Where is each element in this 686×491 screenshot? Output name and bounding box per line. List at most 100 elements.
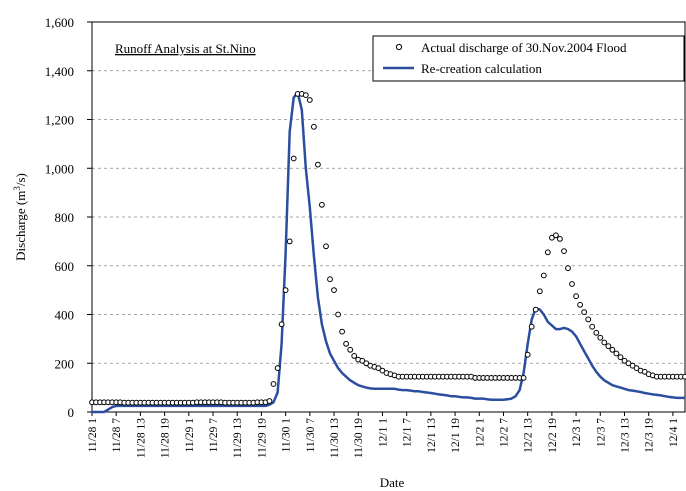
x-tick-label: 11/28 7 (111, 418, 123, 453)
y-axis-ticks: 0 200 400 600 800 1,000 1,200 1,400 1,600 (45, 15, 92, 420)
x-tick-label: 12/1 1 (377, 418, 389, 447)
x-tick-label: 12/3 19 (644, 418, 656, 453)
actual-discharge-point (278, 321, 285, 328)
actual-discharge-point (605, 343, 612, 350)
x-tick-label: 12/4 1 (668, 418, 680, 447)
actual-discharge-point (553, 232, 559, 239)
actual-discharge-point (335, 311, 342, 318)
actual-discharge-point (581, 309, 587, 316)
actual-discharge-point (621, 357, 628, 364)
y-tick-label: 800 (55, 210, 75, 225)
y-tick-label: 1,000 (45, 161, 74, 176)
actual-discharge-point (520, 375, 527, 381)
x-tick-label: 12/2 7 (498, 418, 510, 447)
actual-discharge-point (569, 281, 575, 287)
x-tick-label: 11/28 1 (87, 418, 99, 453)
actual-discharge-point (331, 287, 337, 294)
actual-discharge-point (617, 354, 624, 361)
actual-discharge-point (524, 351, 531, 358)
actual-discharge-point (682, 373, 686, 380)
actual-discharge-point (625, 360, 632, 367)
x-tick-label: 11/29 7 (208, 418, 220, 453)
x-tick-label: 11/28 13 (135, 418, 147, 458)
actual-discharge-point (577, 301, 583, 308)
x-axis-ticks: 11/28 1 11/28 7 11/28 13 11/28 19 11/29 1 11/… (87, 412, 680, 458)
y-tick-label: 1,600 (45, 15, 74, 30)
actual-discharge-point (343, 340, 350, 347)
actual-discharge-point (561, 248, 567, 255)
x-tick-label: 11/30 7 (305, 418, 317, 453)
x-tick-label: 12/3 7 (595, 418, 607, 447)
legend-label-recreation: Re-creation calculation (421, 61, 542, 76)
actual-discharge-point (379, 367, 386, 374)
x-axis-title: Date (380, 475, 405, 490)
actual-discharge-point (585, 316, 592, 323)
legend: Actual discharge of 30.Nov.2004 Flood Re… (372, 35, 685, 82)
actual-discharge-point (270, 381, 277, 387)
actual-discharge-point (593, 329, 600, 336)
x-tick-label: 12/2 19 (547, 418, 559, 453)
actual-discharge-point (323, 243, 329, 250)
y-tick-label: 600 (55, 259, 75, 274)
series-recreation-calculation (92, 91, 685, 414)
actual-discharge-point (274, 365, 281, 372)
actual-discharge-point (266, 398, 273, 404)
x-tick-label: 12/3 1 (571, 418, 583, 447)
y-tick-label: 1,400 (45, 64, 74, 79)
y-tick-label: 400 (55, 308, 75, 323)
x-tick-label: 12/1 19 (450, 418, 462, 453)
actual-discharge-point (290, 155, 297, 162)
actual-discharge-point (544, 249, 551, 256)
actual-discharge-point (302, 92, 309, 98)
actual-discharge-point (375, 365, 382, 372)
y-tick-label: 200 (55, 356, 75, 371)
x-tick-label: 11/29 13 (232, 418, 244, 458)
actual-discharge-point (315, 161, 321, 168)
actual-discharge-point (633, 365, 640, 372)
x-tick-label: 11/28 19 (160, 418, 172, 458)
chart-title: Runoff Analysis at St.Nino (115, 41, 256, 56)
actual-discharge-point (311, 123, 317, 130)
actual-discharge-point (347, 346, 354, 353)
x-tick-label: 11/30 13 (329, 418, 341, 458)
actual-discharge-point (540, 272, 547, 279)
actual-discharge-point (319, 201, 325, 208)
actual-discharge-point (282, 287, 289, 294)
x-tick-label: 11/30 19 (353, 418, 365, 458)
x-tick-label: 11/29 19 (256, 418, 268, 458)
plot-border (91, 21, 686, 413)
y-tick-label: 1,200 (45, 113, 74, 128)
actual-discharge-point (528, 323, 535, 330)
x-tick-label: 11/29 1 (184, 418, 196, 453)
x-tick-label: 12/2 13 (523, 418, 535, 453)
x-tick-label: 11/30 1 (281, 418, 293, 453)
actual-discharge-point (286, 238, 293, 245)
actual-discharge-point (327, 276, 333, 283)
actual-discharge-point (557, 236, 563, 242)
actual-discharge-point (359, 357, 366, 364)
y-tick-label: 0 (68, 405, 75, 420)
legend-box (372, 35, 685, 82)
x-tick-label: 12/1 13 (426, 418, 438, 453)
actual-discharge-point (532, 306, 539, 313)
actual-discharge-point (589, 323, 596, 330)
actual-discharge-point (306, 97, 313, 103)
actual-discharge-point (565, 265, 571, 272)
x-tick-label: 12/3 13 (619, 418, 631, 453)
actual-discharge-point (601, 339, 608, 346)
actual-discharge-point (613, 350, 620, 357)
y-axis-title-superscript: 3 (12, 186, 22, 191)
actual-discharge-point (573, 293, 579, 300)
actual-discharge-point (609, 346, 616, 353)
legend-label-actual-discharge: Actual discharge of 30.Nov.2004 Flood (421, 40, 627, 55)
actual-discharge-point (536, 288, 543, 295)
actual-discharge-point (597, 334, 604, 341)
actual-discharge-point (339, 328, 346, 335)
legend-marker-actual-discharge (395, 43, 403, 51)
recreation-line (92, 91, 685, 414)
actual-discharge-point (351, 353, 358, 359)
x-tick-label: 12/1 7 (402, 418, 414, 447)
series-actual-discharge (89, 91, 686, 406)
y-axis-title: Discharge (m3/s) (12, 173, 28, 261)
